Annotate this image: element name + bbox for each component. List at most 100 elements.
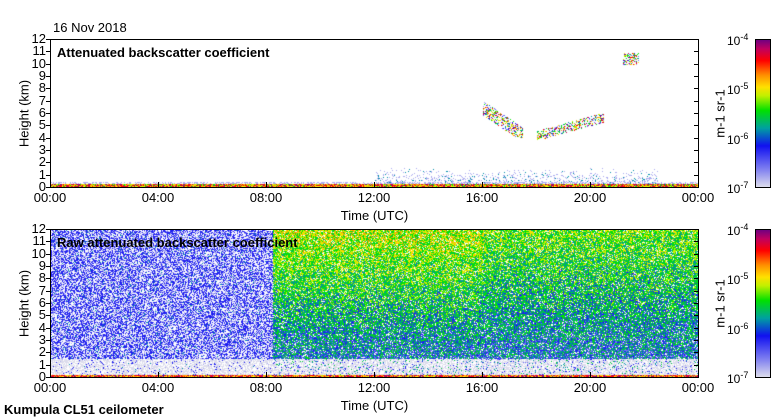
y-tick-mark xyxy=(46,162,50,164)
y-tick-mark xyxy=(46,76,50,77)
colorbar-label: m-1 sr-1 xyxy=(712,88,728,138)
y-tick-mark xyxy=(46,340,50,341)
plot-area-0: Attenuated backscatter coefficient xyxy=(50,39,699,188)
plot-area-1: Raw attenuated backscatter coefficient xyxy=(50,229,699,378)
x-tick-mark xyxy=(698,182,699,188)
y-tick-label: 6 xyxy=(38,105,46,120)
y-tick-label: 10 xyxy=(31,245,46,261)
x-tick-label: 00:00 xyxy=(681,380,715,395)
y-tick-label: 8 xyxy=(38,80,46,96)
y-tick-mark xyxy=(46,253,50,255)
y-tick-label: 2 xyxy=(38,154,46,170)
x-tick-mark xyxy=(374,182,375,188)
y-tick-label: 11 xyxy=(32,43,47,59)
y-tick-mark xyxy=(694,88,698,90)
x-tick-mark xyxy=(590,182,591,188)
colorbar-tick-label: 10-6 xyxy=(727,130,749,147)
y-tick-label: 4 xyxy=(38,319,46,335)
y-tick-label: 5 xyxy=(38,307,46,323)
colorbar xyxy=(755,39,771,188)
x-tick-label: 00:00 xyxy=(33,380,67,395)
x-tick-mark xyxy=(698,372,699,378)
x-tick-label: 00:00 xyxy=(33,190,67,205)
y-tick-mark xyxy=(46,63,50,65)
y-tick-mark xyxy=(46,290,50,292)
y-tick-label: 12 xyxy=(31,221,46,236)
colorbar-exponent: -4 xyxy=(740,32,749,42)
x-tick-label: 08:00 xyxy=(249,190,283,205)
x-tick-label: 20:00 xyxy=(573,190,607,205)
y-tick-label: 1 xyxy=(38,166,46,182)
colorbar-tick-label: 10-7 xyxy=(727,370,749,386)
y-tick-mark xyxy=(694,241,698,243)
backscatter-heatmap xyxy=(51,40,698,187)
x-axis-label: Time (UTC) xyxy=(340,208,409,223)
colorbar-tick-label: 10-4 xyxy=(727,32,749,48)
y-tick-mark xyxy=(694,315,698,317)
y-tick-mark xyxy=(46,327,50,329)
y-tick-mark xyxy=(46,364,50,366)
y-tick-mark xyxy=(694,187,698,188)
y-tick-mark xyxy=(46,174,50,176)
x-tick-label: 12:00 xyxy=(357,190,391,205)
panel-title: Attenuated backscatter coefficient xyxy=(57,45,270,60)
backscatter-heatmap xyxy=(51,230,698,377)
colorbar-label: m-1 sr-1 xyxy=(712,278,728,328)
x-tick-mark xyxy=(590,372,591,378)
y-tick-mark xyxy=(694,150,698,151)
x-tick-mark xyxy=(50,182,51,188)
y-tick-mark xyxy=(694,229,698,230)
y-tick-mark xyxy=(694,174,698,176)
y-tick-label: 1 xyxy=(38,356,46,372)
colorbar-tick-label: 10-7 xyxy=(727,180,749,196)
y-tick-label: 5 xyxy=(38,117,46,133)
colorbar-exponent: -4 xyxy=(740,222,749,232)
x-tick-label: 16:00 xyxy=(465,380,499,395)
y-tick-mark xyxy=(46,113,50,114)
y-tick-mark xyxy=(46,352,50,354)
x-tick-label: 16:00 xyxy=(465,190,499,205)
y-tick-label: 11 xyxy=(32,233,47,249)
y-tick-mark xyxy=(694,39,698,40)
y-tick-mark xyxy=(694,278,698,280)
y-tick-mark xyxy=(694,303,698,304)
y-tick-mark xyxy=(694,100,698,102)
y-tick-mark xyxy=(694,364,698,366)
x-axis-label: Time (UTC) xyxy=(340,398,409,413)
x-tick-mark xyxy=(266,372,267,378)
x-tick-mark xyxy=(482,182,483,188)
colorbar-tick-label: 10-5 xyxy=(727,81,749,98)
y-tick-mark xyxy=(46,39,50,40)
y-tick-label: 3 xyxy=(38,142,46,157)
x-tick-mark xyxy=(482,372,483,378)
y-tick-mark xyxy=(46,51,50,53)
colorbar-tick-label: 10-4 xyxy=(727,222,749,238)
y-tick-label: 6 xyxy=(38,295,46,310)
x-tick-label: 04:00 xyxy=(141,190,175,205)
y-tick-mark xyxy=(46,266,50,267)
y-tick-label: 2 xyxy=(38,344,46,360)
y-tick-label: 7 xyxy=(38,92,46,108)
x-tick-mark xyxy=(266,182,267,188)
y-tick-mark xyxy=(46,88,50,90)
y-tick-mark xyxy=(694,125,698,127)
colorbar-tick-label: 10-6 xyxy=(727,320,749,337)
x-tick-mark xyxy=(158,372,159,378)
y-tick-label: 10 xyxy=(31,55,46,71)
y-tick-mark xyxy=(694,76,698,77)
y-tick-mark xyxy=(46,229,50,230)
x-tick-mark xyxy=(50,372,51,378)
colorbar-exponent: -6 xyxy=(740,320,749,331)
colorbar-exponent: -6 xyxy=(740,130,749,141)
y-tick-label: 8 xyxy=(38,270,46,286)
y-tick-mark xyxy=(46,150,50,151)
instrument-label: Kumpula CL51 ceilometer xyxy=(4,402,164,417)
colorbar-exponent: -5 xyxy=(740,81,749,92)
x-tick-label: 20:00 xyxy=(573,380,607,395)
x-tick-label: 12:00 xyxy=(357,380,391,395)
y-tick-label: 0 xyxy=(38,179,46,194)
x-tick-mark xyxy=(374,372,375,378)
y-axis-label: Height (km) xyxy=(16,79,32,147)
y-tick-mark xyxy=(46,100,50,102)
y-tick-label: 0 xyxy=(38,369,46,384)
